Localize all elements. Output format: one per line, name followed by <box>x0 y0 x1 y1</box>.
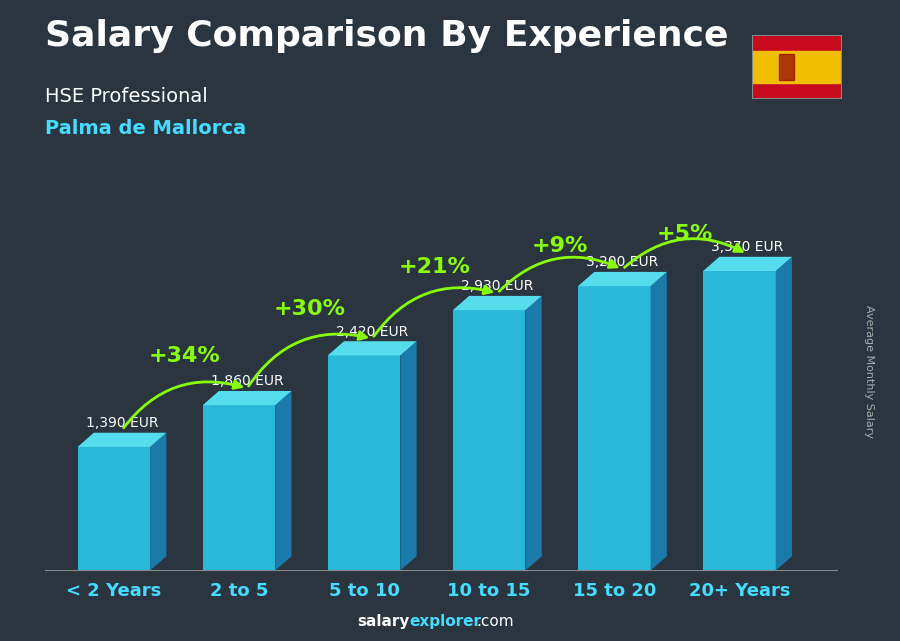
Text: 2,420 EUR: 2,420 EUR <box>336 324 409 338</box>
Polygon shape <box>328 341 417 355</box>
Polygon shape <box>202 391 292 405</box>
Text: salary: salary <box>357 615 410 629</box>
Text: Average Monthly Salary: Average Monthly Salary <box>863 305 874 438</box>
Polygon shape <box>703 271 776 570</box>
Polygon shape <box>150 433 166 570</box>
Text: explorer: explorer <box>410 615 482 629</box>
Text: +34%: +34% <box>148 346 220 366</box>
Polygon shape <box>202 405 275 570</box>
Text: +30%: +30% <box>274 299 346 319</box>
Text: +9%: +9% <box>532 236 588 256</box>
Text: 2,930 EUR: 2,930 EUR <box>461 279 534 293</box>
Text: +21%: +21% <box>399 257 471 277</box>
Text: Salary Comparison By Experience: Salary Comparison By Experience <box>45 19 728 53</box>
Text: +5%: +5% <box>657 224 713 244</box>
Polygon shape <box>453 310 526 570</box>
Text: 3,370 EUR: 3,370 EUR <box>711 240 784 254</box>
Polygon shape <box>453 296 542 310</box>
Bar <box>778 54 794 80</box>
Bar <box>752 83 842 99</box>
Bar <box>752 35 842 51</box>
Polygon shape <box>77 447 150 570</box>
Polygon shape <box>328 355 400 570</box>
Text: HSE Professional: HSE Professional <box>45 87 208 106</box>
Text: .com: .com <box>476 615 514 629</box>
Polygon shape <box>526 296 542 570</box>
Bar <box>752 51 842 83</box>
Polygon shape <box>275 391 292 570</box>
Text: 1,390 EUR: 1,390 EUR <box>86 416 158 430</box>
Text: 3,200 EUR: 3,200 EUR <box>586 255 659 269</box>
Polygon shape <box>578 272 667 286</box>
Polygon shape <box>400 341 417 570</box>
Polygon shape <box>776 257 792 570</box>
Polygon shape <box>77 433 166 447</box>
Text: 1,860 EUR: 1,860 EUR <box>211 374 284 388</box>
Text: Palma de Mallorca: Palma de Mallorca <box>45 119 246 138</box>
Polygon shape <box>578 286 651 570</box>
Polygon shape <box>651 272 667 570</box>
Polygon shape <box>703 257 792 271</box>
